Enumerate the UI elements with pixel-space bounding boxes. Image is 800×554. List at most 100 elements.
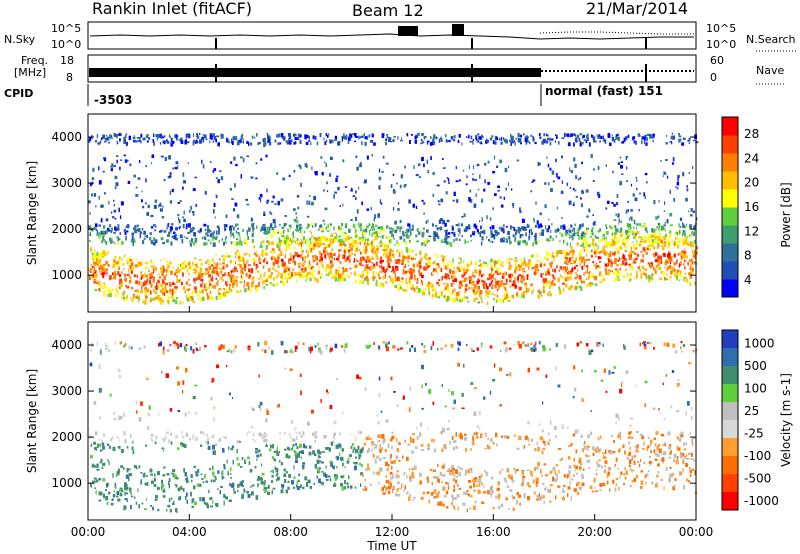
radar-return-pixel <box>289 140 291 145</box>
radar-return-pixel <box>109 275 112 280</box>
radar-return-pixel <box>166 227 168 230</box>
radar-return-pixel <box>563 287 565 292</box>
radar-return-pixel <box>176 136 178 141</box>
radar-return-pixel <box>265 252 268 256</box>
radar-return-pixel <box>234 137 237 141</box>
radar-return-pixel <box>376 247 379 251</box>
radar-return-pixel <box>469 260 471 264</box>
radar-return-pixel <box>649 264 653 268</box>
radar-return-pixel <box>521 226 524 230</box>
radar-return-pixel <box>358 135 360 140</box>
radar-return-pixel <box>628 223 632 228</box>
radar-return-pixel <box>226 255 228 258</box>
radar-return-pixel <box>149 232 152 235</box>
radar-return-pixel <box>222 262 225 265</box>
radar-return-pixel <box>150 276 153 279</box>
radar-return-pixel <box>457 228 461 232</box>
radar-return-pixel <box>248 274 251 278</box>
radar-return-pixel <box>320 273 323 277</box>
radar-return-pixel <box>172 282 174 285</box>
radar-return-pixel <box>455 299 459 302</box>
radar-return-pixel <box>101 271 105 276</box>
radar-return-pixel <box>284 272 287 277</box>
radar-return-pixel <box>403 266 406 268</box>
radar-return-pixel <box>378 168 381 173</box>
radar-return-pixel <box>641 141 643 144</box>
radar-return-pixel <box>300 242 303 247</box>
radar-return-pixel <box>516 292 518 297</box>
radar-return-pixel <box>437 294 439 298</box>
radar-return-pixel <box>521 280 523 284</box>
radar-return-pixel <box>417 262 419 267</box>
radar-return-pixel <box>446 273 449 277</box>
radar-return-pixel <box>370 139 374 143</box>
radar-return-pixel <box>273 277 275 281</box>
radar-return-pixel <box>375 279 378 282</box>
radar-return-pixel <box>683 251 687 255</box>
radar-return-pixel <box>496 294 499 298</box>
radar-return-pixel <box>517 229 520 233</box>
radar-return-pixel <box>471 280 475 283</box>
radar-return-pixel <box>248 264 251 266</box>
radar-return-pixel <box>693 240 696 244</box>
radar-return-pixel <box>89 274 92 279</box>
radar-return-pixel <box>126 224 130 229</box>
radar-return-pixel <box>220 292 223 297</box>
radar-return-pixel <box>355 233 358 236</box>
radar-return-pixel <box>185 137 187 142</box>
radar-return-pixel <box>453 266 455 269</box>
radar-return-pixel <box>458 133 461 138</box>
radar-return-pixel <box>255 287 259 292</box>
radar-return-pixel <box>183 236 186 238</box>
radar-return-pixel <box>337 142 341 146</box>
radar-return-pixel <box>293 170 296 173</box>
radar-return-pixel <box>112 241 115 243</box>
radar-return-pixel <box>586 284 588 288</box>
radar-return-pixel <box>269 274 273 279</box>
radar-return-pixel <box>456 292 459 297</box>
radar-return-pixel <box>181 281 183 286</box>
beam-label: Beam 12 <box>352 1 424 20</box>
radar-return-pixel <box>130 297 132 300</box>
radar-return-pixel <box>124 297 127 302</box>
radar-return-pixel <box>336 233 338 237</box>
radar-return-pixel <box>217 142 220 147</box>
radar-return-pixel <box>474 261 477 266</box>
radar-return-pixel <box>361 264 364 267</box>
radar-return-pixel <box>577 269 579 272</box>
radar-return-pixel <box>551 252 555 254</box>
radar-return-pixel <box>283 240 287 245</box>
radar-return-pixel <box>635 176 637 179</box>
radar-return-pixel <box>123 290 126 294</box>
radar-return-pixel <box>120 281 123 285</box>
radar-return-pixel <box>354 257 356 262</box>
radar-return-pixel <box>520 141 522 145</box>
radar-return-pixel <box>150 214 154 217</box>
radar-return-pixel <box>642 260 644 263</box>
radar-return-pixel <box>235 279 238 282</box>
radar-return-pixel <box>366 278 369 283</box>
radar-return-pixel <box>397 136 399 140</box>
radar-return-pixel <box>665 233 667 236</box>
radar-return-pixel <box>275 260 279 265</box>
radar-return-pixel <box>518 293 520 298</box>
radar-return-pixel <box>108 141 110 144</box>
radar-return-pixel <box>95 141 97 143</box>
radar-return-pixel <box>384 250 387 255</box>
radar-return-pixel <box>443 289 445 292</box>
radar-return-pixel <box>633 235 636 240</box>
radar-return-pixel <box>573 142 575 147</box>
radar-return-pixel <box>514 265 516 269</box>
radar-return-pixel <box>157 284 160 289</box>
radar-return-pixel <box>304 134 307 139</box>
radar-return-pixel <box>600 136 603 140</box>
radar-return-pixel <box>90 193 93 197</box>
radar-return-pixel <box>640 251 643 253</box>
radar-return-pixel <box>635 227 637 230</box>
radar-return-pixel <box>146 234 148 239</box>
radar-return-pixel <box>449 269 452 274</box>
radar-return-pixel <box>404 263 406 268</box>
radar-return-pixel <box>130 269 133 274</box>
radar-return-pixel <box>220 136 223 139</box>
